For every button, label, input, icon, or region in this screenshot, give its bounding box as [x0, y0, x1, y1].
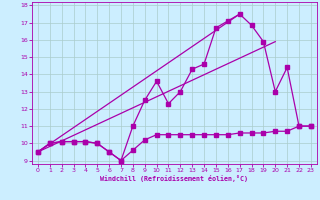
X-axis label: Windchill (Refroidissement éolien,°C): Windchill (Refroidissement éolien,°C)	[100, 175, 248, 182]
